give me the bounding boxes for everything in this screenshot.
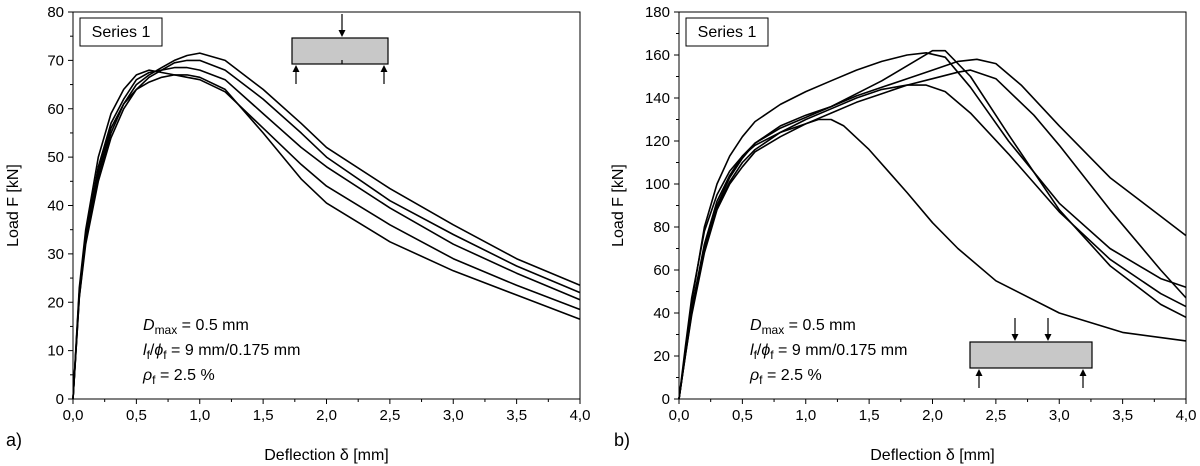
x-tick-label: 0,0 xyxy=(669,407,690,424)
x-tick-label: 0,5 xyxy=(732,407,753,424)
beam-body xyxy=(969,341,1093,369)
series-line-4 xyxy=(678,69,1187,400)
y-axis-title: Load F [kN] xyxy=(5,164,22,247)
x-axis-title: Deflection δ [mm] xyxy=(870,447,995,464)
y-tick-label: 100 xyxy=(645,176,670,193)
note-fiber-content: ρf = 2.5 % xyxy=(749,367,822,387)
y-tick-label: 60 xyxy=(653,262,670,279)
beam-body xyxy=(291,37,389,65)
beam-schematic xyxy=(969,318,1093,388)
y-tick-label: 80 xyxy=(47,4,64,21)
y-tick-label: 160 xyxy=(645,47,670,64)
x-tick-label: 2,5 xyxy=(379,407,400,424)
x-tick-label: 4,0 xyxy=(1176,407,1197,424)
support-arrow-head xyxy=(975,369,983,376)
support-arrow-head xyxy=(380,65,388,72)
series-label-box xyxy=(79,17,163,47)
x-tick-label: 3,0 xyxy=(443,407,464,424)
series-line-5 xyxy=(72,74,581,400)
x-tick-label: 3,5 xyxy=(1112,407,1133,424)
x-tick-label: 1,0 xyxy=(795,407,816,424)
y-tick-label: 0 xyxy=(662,391,670,408)
y-tick-label: 120 xyxy=(645,133,670,150)
support-arrow-head xyxy=(1079,369,1087,376)
y-tick-label: 0 xyxy=(56,391,64,408)
y-tick-label: 80 xyxy=(653,219,670,236)
series-label-text: Series 1 xyxy=(698,24,757,41)
y-tick-label: 140 xyxy=(645,90,670,107)
series-line-4 xyxy=(72,69,581,400)
x-tick-label: 1,0 xyxy=(189,407,210,424)
y-tick-label: 40 xyxy=(653,305,670,322)
series-line-5 xyxy=(678,84,1187,400)
chart-panel-a: 0,0 0,5 1,0 1,5 2,0 2,5 3,0 3,5 4,0 0 10 20 30 40 50 60… xyxy=(5,4,590,464)
note-dmax: Dmax = 0.5 mm xyxy=(143,317,249,337)
note-fiber-ratio: lf/ϕf = 9 mm/0.175 mm xyxy=(750,342,907,362)
series-line-2 xyxy=(678,49,1187,400)
series-line-3 xyxy=(72,66,581,400)
series-label-box xyxy=(685,17,769,47)
x-axis-title: Deflection δ [mm] xyxy=(264,447,389,464)
series-line-1 xyxy=(72,52,581,400)
x-tick-label: 3,0 xyxy=(1049,407,1070,424)
x-tick-label: 3,5 xyxy=(506,407,527,424)
x-tick-label: 2,0 xyxy=(316,407,337,424)
x-tick-label: 1,5 xyxy=(859,407,880,424)
x-tick-label: 2,0 xyxy=(922,407,943,424)
x-tick-label: 1,5 xyxy=(253,407,274,424)
y-tick-label: 30 xyxy=(47,246,64,263)
note-fiber-content: ρf = 2.5 % xyxy=(142,367,215,387)
y-tick-label: 20 xyxy=(47,294,64,311)
x-tick-label: 0,5 xyxy=(126,407,147,424)
y-tick-label: 50 xyxy=(47,149,64,166)
y-tick-label: 40 xyxy=(47,198,64,215)
series-line-3 xyxy=(678,58,1187,400)
series-label-text: Series 1 xyxy=(92,24,151,41)
note-dmax: Dmax = 0.5 mm xyxy=(750,317,856,337)
series-line-6 xyxy=(678,118,1187,400)
x-tick-label: 0,0 xyxy=(63,407,84,424)
load-arrow-head xyxy=(1044,334,1052,341)
series-line-2 xyxy=(72,59,581,400)
panel-label: a) xyxy=(6,430,22,450)
panel-label: b) xyxy=(614,430,630,450)
x-tick-label: 4,0 xyxy=(570,407,591,424)
load-arrow-head xyxy=(1011,334,1019,341)
x-tick-label: 2,5 xyxy=(985,407,1006,424)
y-tick-label: 70 xyxy=(47,52,64,69)
beam-schematic xyxy=(291,14,389,84)
y-tick-label: 180 xyxy=(645,4,670,21)
note-fiber-ratio: lf/ϕf = 9 mm/0.175 mm xyxy=(143,342,300,362)
y-tick-label: 10 xyxy=(47,343,64,360)
y-tick-label: 60 xyxy=(47,101,64,118)
chart-panel-b: 0,0 0,5 1,0 1,5 2,0 2,5 3,0 3,5 4,0 0 20 40 60 80 100 1… xyxy=(610,4,1196,464)
support-arrow-head xyxy=(292,65,300,72)
y-axis-title: Load F [kN] xyxy=(610,164,627,247)
load-arrow-head xyxy=(338,30,346,37)
y-tick-label: 20 xyxy=(653,348,670,365)
